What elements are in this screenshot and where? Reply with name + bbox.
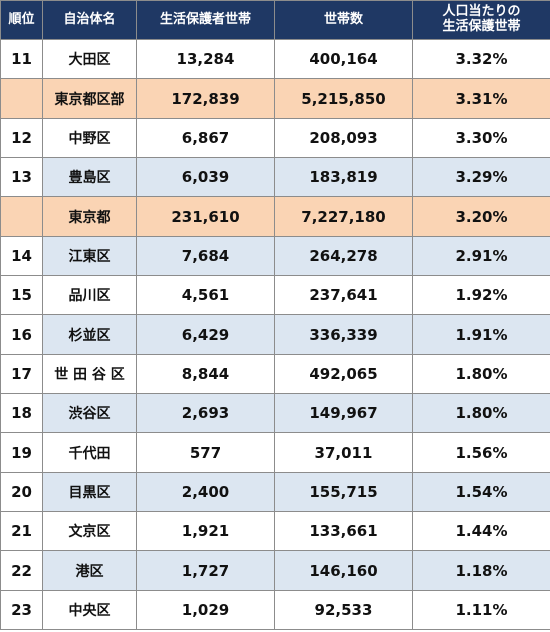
cell-welfare-households: 6,429 bbox=[136, 314, 275, 355]
cell-rank: 22 bbox=[0, 550, 43, 591]
cell-municipality: 東京都 bbox=[42, 196, 137, 237]
cell-households: 264,278 bbox=[274, 235, 413, 277]
cell-municipality: 千代田 bbox=[42, 432, 137, 473]
cell-welfare-households: 13,284 bbox=[136, 38, 275, 80]
table-row: 11 大田区 13,284 400,164 3.32% bbox=[0, 38, 550, 80]
cell-municipality: 江東区 bbox=[42, 235, 137, 277]
cell-households: 149,967 bbox=[274, 393, 413, 434]
cell-households: 208,093 bbox=[274, 117, 413, 159]
cell-welfare-households: 4,561 bbox=[136, 275, 275, 316]
cell-rank: 21 bbox=[0, 511, 43, 552]
cell-rank: 14 bbox=[0, 235, 43, 277]
cell-rank bbox=[0, 78, 43, 119]
cell-welfare-households: 8,844 bbox=[136, 353, 275, 395]
header-welfare-households: 生活保護者世帯 bbox=[136, 0, 275, 40]
cell-rank: 16 bbox=[0, 314, 43, 355]
cell-ratio: 1.56% bbox=[412, 432, 550, 473]
cell-municipality: 港区 bbox=[42, 550, 137, 591]
header-per-capita: 人口当たりの 生活保護世帯 bbox=[412, 0, 550, 40]
table-row: 16 杉並区 6,429 336,339 1.91% bbox=[0, 314, 550, 355]
cell-welfare-households: 577 bbox=[136, 432, 275, 473]
cell-households: 336,339 bbox=[274, 314, 413, 355]
cell-municipality: 東京都区部 bbox=[42, 78, 137, 119]
cell-welfare-households: 1,921 bbox=[136, 511, 275, 552]
cell-welfare-households: 2,693 bbox=[136, 393, 275, 434]
cell-ratio: 1.44% bbox=[412, 511, 550, 552]
header-households: 世帯数 bbox=[274, 0, 413, 40]
table-row: 17 世 田 谷 区 8,844 492,065 1.80% bbox=[0, 353, 550, 395]
cell-households: 237,641 bbox=[274, 275, 413, 316]
cell-welfare-households: 231,610 bbox=[136, 196, 275, 237]
cell-welfare-households: 1,727 bbox=[136, 550, 275, 591]
header-per-capita-line1: 人口当たりの bbox=[442, 4, 521, 20]
cell-municipality: 杉並区 bbox=[42, 314, 137, 355]
cell-welfare-households: 2,400 bbox=[136, 471, 275, 513]
cell-ratio: 3.31% bbox=[412, 78, 550, 119]
cell-rank bbox=[0, 196, 43, 237]
cell-welfare-households: 6,039 bbox=[136, 157, 275, 198]
cell-municipality: 渋谷区 bbox=[42, 393, 137, 434]
cell-households: 183,819 bbox=[274, 157, 413, 198]
table-row: 18 渋谷区 2,693 149,967 1.80% bbox=[0, 393, 550, 434]
cell-rank: 18 bbox=[0, 393, 43, 434]
cell-welfare-households: 7,684 bbox=[136, 235, 275, 277]
cell-rank: 11 bbox=[0, 38, 43, 80]
cell-ratio: 3.29% bbox=[412, 157, 550, 198]
cell-households: 146,160 bbox=[274, 550, 413, 591]
cell-municipality: 中央区 bbox=[42, 589, 137, 631]
header-municipality: 自治体名 bbox=[42, 0, 137, 40]
cell-ratio: 1.18% bbox=[412, 550, 550, 591]
cell-municipality: 品川区 bbox=[42, 275, 137, 316]
table-row: 15 品川区 4,561 237,641 1.92% bbox=[0, 275, 550, 316]
cell-ratio: 1.91% bbox=[412, 314, 550, 355]
cell-municipality: 文京区 bbox=[42, 511, 137, 552]
cell-rank: 17 bbox=[0, 353, 43, 395]
table-row: 12 中野区 6,867 208,093 3.30% bbox=[0, 117, 550, 159]
cell-municipality: 目黒区 bbox=[42, 471, 137, 513]
table-row: 東京都区部 172,839 5,215,850 3.31% bbox=[0, 78, 550, 119]
cell-households: 5,215,850 bbox=[274, 78, 413, 119]
cell-households: 133,661 bbox=[274, 511, 413, 552]
table-row: 22 港区 1,727 146,160 1.18% bbox=[0, 550, 550, 591]
header-per-capita-line2: 生活保護世帯 bbox=[442, 19, 521, 34]
cell-welfare-households: 172,839 bbox=[136, 78, 275, 119]
cell-ratio: 3.30% bbox=[412, 117, 550, 159]
cell-rank: 12 bbox=[0, 117, 43, 159]
table-row: 14 江東区 7,684 264,278 2.91% bbox=[0, 235, 550, 277]
cell-ratio: 3.32% bbox=[412, 38, 550, 80]
cell-ratio: 1.54% bbox=[412, 471, 550, 513]
table-row: 13 豊島区 6,039 183,819 3.29% bbox=[0, 157, 550, 198]
cell-households: 37,011 bbox=[274, 432, 413, 473]
cell-municipality: 豊島区 bbox=[42, 157, 137, 198]
cell-ratio: 1.92% bbox=[412, 275, 550, 316]
cell-households: 400,164 bbox=[274, 38, 413, 80]
cell-rank: 23 bbox=[0, 589, 43, 631]
cell-welfare-households: 1,029 bbox=[136, 589, 275, 631]
header-rank: 順位 bbox=[0, 0, 43, 40]
cell-municipality: 大田区 bbox=[42, 38, 137, 80]
table-row: 21 文京区 1,921 133,661 1.44% bbox=[0, 511, 550, 552]
cell-municipality: 中野区 bbox=[42, 117, 137, 159]
cell-households: 92,533 bbox=[274, 589, 413, 631]
cell-rank: 13 bbox=[0, 157, 43, 198]
cell-rank: 15 bbox=[0, 275, 43, 316]
cell-welfare-households: 6,867 bbox=[136, 117, 275, 159]
cell-households: 7,227,180 bbox=[274, 196, 413, 237]
cell-rank: 20 bbox=[0, 471, 43, 513]
table-row: 23 中央区 1,029 92,533 1.11% bbox=[0, 589, 550, 631]
table-row: 19 千代田 577 37,011 1.56% bbox=[0, 432, 550, 473]
table-row: 20 目黒区 2,400 155,715 1.54% bbox=[0, 471, 550, 513]
cell-rank: 19 bbox=[0, 432, 43, 473]
table-header-row: 順位 自治体名 生活保護者世帯 世帯数 人口当たりの 生活保護世帯 bbox=[0, 0, 550, 40]
cell-municipality: 世 田 谷 区 bbox=[42, 353, 137, 395]
cell-households: 492,065 bbox=[274, 353, 413, 395]
cell-ratio: 3.20% bbox=[412, 196, 550, 237]
cell-ratio: 1.11% bbox=[412, 589, 550, 631]
table-row: 東京都 231,610 7,227,180 3.20% bbox=[0, 196, 550, 237]
cell-ratio: 1.80% bbox=[412, 393, 550, 434]
cell-ratio: 1.80% bbox=[412, 353, 550, 395]
cell-ratio: 2.91% bbox=[412, 235, 550, 277]
cell-households: 155,715 bbox=[274, 471, 413, 513]
